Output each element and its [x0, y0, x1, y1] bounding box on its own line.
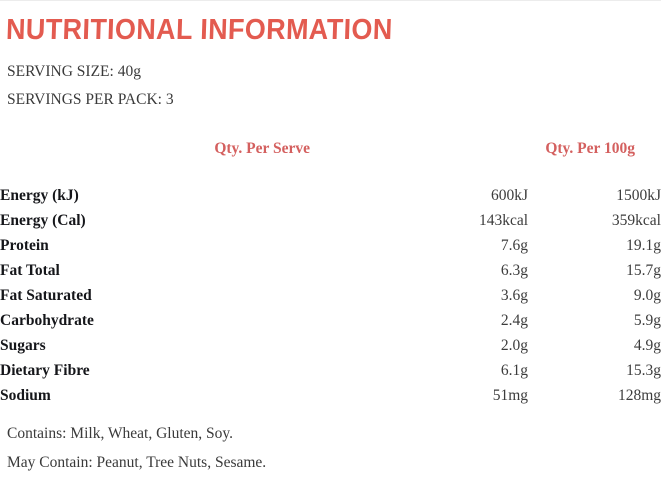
nutrient-value-per-serve: 7.6g: [500, 236, 529, 254]
table-row: Protein 7.6g 19.1g: [0, 233, 661, 258]
nutrient-label: Dietary Fibre: [0, 361, 90, 379]
serving-size-text: SERVING SIZE: 40g: [7, 63, 141, 80]
table-row: Energy (kJ) 600kJ 1500kJ: [0, 183, 661, 208]
table-row: Fat Total 6.3g 15.7g: [0, 258, 661, 283]
nutrient-value-per-serve: 51mg: [492, 386, 529, 404]
nutrient-label: Fat Saturated: [0, 286, 92, 304]
nutrient-label: Energy (kJ): [0, 186, 79, 204]
nutrient-label: Fat Total: [0, 261, 60, 279]
nutrient-value-per-100g: 15.7g: [626, 261, 661, 279]
nutrient-value-per-100g: 15.3g: [626, 361, 661, 379]
nutrient-label: Sodium: [0, 386, 51, 404]
nutrient-value-per-100g: 19.1g: [626, 236, 661, 254]
table-row: Fat Saturated 3.6g 9.0g: [0, 283, 661, 308]
nutrient-value-per-serve: 3.6g: [500, 286, 529, 304]
nutrient-label: Sugars: [0, 336, 46, 354]
nutrient-value-per-serve: 2.4g: [500, 311, 529, 329]
nutrient-value-per-100g: 1500kJ: [616, 186, 661, 204]
header-body-spacer: [0, 158, 661, 183]
may-contain-allergens-text: May Contain: Peanut, Tree Nuts, Sesame.: [7, 454, 267, 471]
column-header-nutrient: [0, 133, 214, 158]
nutrient-label: Protein: [0, 236, 49, 254]
table-row: Dietary Fibre 6.1g 15.3g: [0, 358, 661, 383]
nutrient-value-per-serve: 6.1g: [500, 361, 529, 379]
nutrient-value-per-serve: 143kcal: [478, 211, 529, 229]
page-title: NUTRITIONAL INFORMATION: [5, 14, 394, 46]
table-row: Carbohydrate 2.4g 5.9g: [0, 308, 661, 333]
nutrient-value-per-100g: 5.9g: [633, 311, 661, 329]
nutrient-value-per-serve: 2.0g: [500, 336, 529, 354]
nutrient-value-per-100g: 4.9g: [633, 336, 661, 354]
contains-allergens-text: Contains: Milk, Wheat, Gluten, Soy.: [7, 425, 234, 442]
nutrient-value-per-100g: 359kcal: [611, 211, 661, 229]
column-header-per-100g: Qty. Per 100g: [545, 140, 635, 157]
table-row: Sugars 2.0g 4.9g: [0, 333, 661, 358]
table-header-row: Qty. Per Serve Qty. Per 100g: [0, 133, 661, 158]
nutrient-label: Carbohydrate: [0, 311, 94, 329]
nutrient-value-per-serve: 6.3g: [500, 261, 529, 279]
servings-per-pack-text: SERVINGS PER PACK: 3: [7, 91, 174, 108]
column-header-per-serve: Qty. Per Serve: [214, 140, 311, 157]
table-row: Sodium 51mg 128mg: [0, 383, 661, 408]
nutrient-value-per-100g: 128mg: [617, 386, 661, 404]
nutrition-table-body: Energy (kJ) 600kJ 1500kJ Energy (Cal) 14…: [0, 158, 661, 408]
nutrient-label: Energy (Cal): [0, 211, 86, 229]
nutrition-table: Qty. Per Serve Qty. Per 100g Energy (kJ)…: [0, 133, 661, 408]
nutrient-value-per-serve: 600kJ: [490, 186, 529, 204]
nutrient-value-per-100g: 9.0g: [633, 286, 661, 304]
table-row: Energy (Cal) 143kcal 359kcal: [0, 208, 661, 233]
